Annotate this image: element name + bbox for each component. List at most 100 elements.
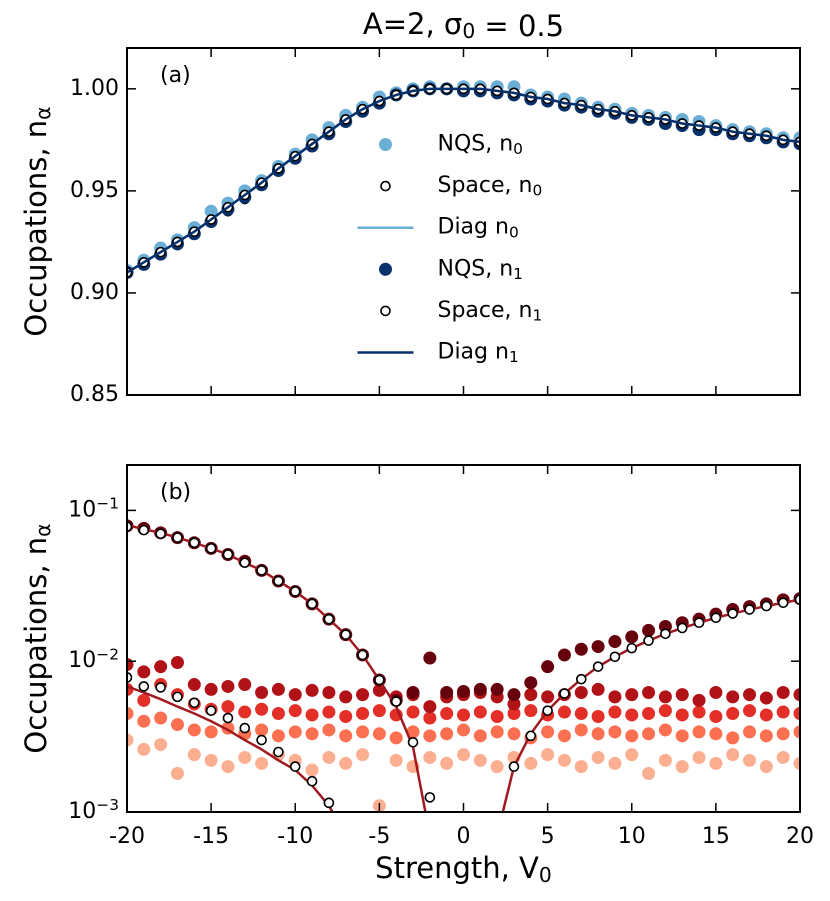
data-point [339, 690, 353, 704]
y-tick-label: 10−3​ [68, 796, 119, 824]
data-point [642, 706, 656, 720]
data-point [507, 706, 521, 720]
data-point [473, 682, 487, 696]
data-point [759, 691, 773, 705]
data-point [372, 727, 386, 741]
data-point [457, 723, 470, 737]
data-point [440, 686, 454, 700]
data-point [423, 750, 437, 764]
data-point [305, 683, 319, 697]
data-point [440, 706, 454, 720]
data-point [271, 706, 285, 720]
data-point-open [777, 597, 789, 609]
data-point [473, 753, 487, 767]
legend-marker [379, 262, 392, 276]
data-point [127, 706, 134, 720]
data-point [608, 690, 622, 704]
data-point [423, 700, 437, 714]
y-tick-label: 10−1​ [68, 494, 119, 522]
data-point [204, 753, 218, 767]
data-point [372, 704, 386, 718]
data-point-open [575, 673, 587, 685]
data-point [524, 704, 538, 718]
data-point [221, 760, 235, 774]
data-point [524, 676, 538, 690]
data-point [675, 760, 689, 774]
data-point [608, 635, 622, 649]
data-point-open [127, 672, 133, 683]
data-point [170, 767, 184, 781]
data-point [339, 709, 353, 723]
data-point-open [559, 688, 570, 699]
data-point-open [357, 649, 368, 661]
y-tick-label: 0.90 [70, 280, 119, 305]
data-point [793, 756, 800, 770]
data-point [743, 753, 757, 767]
data-point [557, 753, 571, 767]
data-point [557, 648, 571, 662]
y-tick-label: 10−2​ [68, 645, 119, 673]
data-point-open [407, 736, 419, 748]
data-point [423, 711, 437, 725]
data-point-open [643, 635, 654, 646]
data-point [675, 708, 689, 722]
plot-area [127, 519, 800, 812]
data-point [322, 705, 336, 719]
x-tick-label: -5 [368, 824, 390, 849]
data-point [574, 686, 588, 700]
data-point [675, 729, 689, 743]
data-point [541, 660, 555, 674]
data-point [709, 709, 723, 723]
data-point [759, 760, 773, 774]
data-point [288, 688, 302, 702]
data-point [776, 750, 790, 764]
data-point [406, 686, 420, 700]
data-point [204, 204, 218, 218]
plot-area [127, 80, 800, 280]
x-tick-label: 0 [457, 824, 471, 849]
data-point [743, 688, 757, 702]
data-point [356, 706, 370, 720]
data-point [288, 704, 302, 718]
data-point [127, 733, 134, 747]
data-point [255, 686, 269, 700]
data-point [642, 767, 656, 781]
data-point-open [306, 775, 318, 787]
data-point-open [660, 628, 671, 640]
data-point [406, 705, 420, 719]
data-point-open [626, 642, 638, 654]
x-tick-label: 15 [702, 824, 730, 849]
y-axis-label: Occupations, nα​ [19, 106, 55, 336]
x-tick-label: -20 [109, 824, 145, 849]
data-point-open [189, 537, 200, 549]
data-point [271, 729, 285, 743]
data-point [238, 705, 252, 719]
data-point [356, 688, 370, 702]
data-point [255, 702, 269, 716]
data-point [154, 660, 168, 674]
data-point [675, 688, 689, 702]
data-point-open [138, 524, 150, 536]
data-point [457, 708, 470, 722]
data-point [473, 729, 487, 743]
panel-label: (b) [160, 480, 191, 505]
data-point [625, 630, 639, 644]
data-point-open [323, 797, 335, 809]
data-point [625, 688, 639, 702]
data-point-open [222, 712, 234, 724]
x-tick-label: -15 [193, 824, 229, 849]
data-point-open [525, 730, 537, 742]
chart-title: A=2, σ0​ = 0.5 [363, 7, 564, 43]
data-point [490, 760, 504, 774]
data-point [271, 682, 285, 696]
data-point-open [205, 705, 217, 716]
data-point-open [323, 613, 335, 625]
data-point [692, 750, 706, 764]
data-point [255, 723, 269, 737]
data-point [557, 705, 571, 719]
data-point [743, 704, 757, 718]
data-point-open [390, 696, 402, 707]
legend-label: NQS, n0​ [438, 132, 523, 158]
data-point [625, 748, 639, 762]
